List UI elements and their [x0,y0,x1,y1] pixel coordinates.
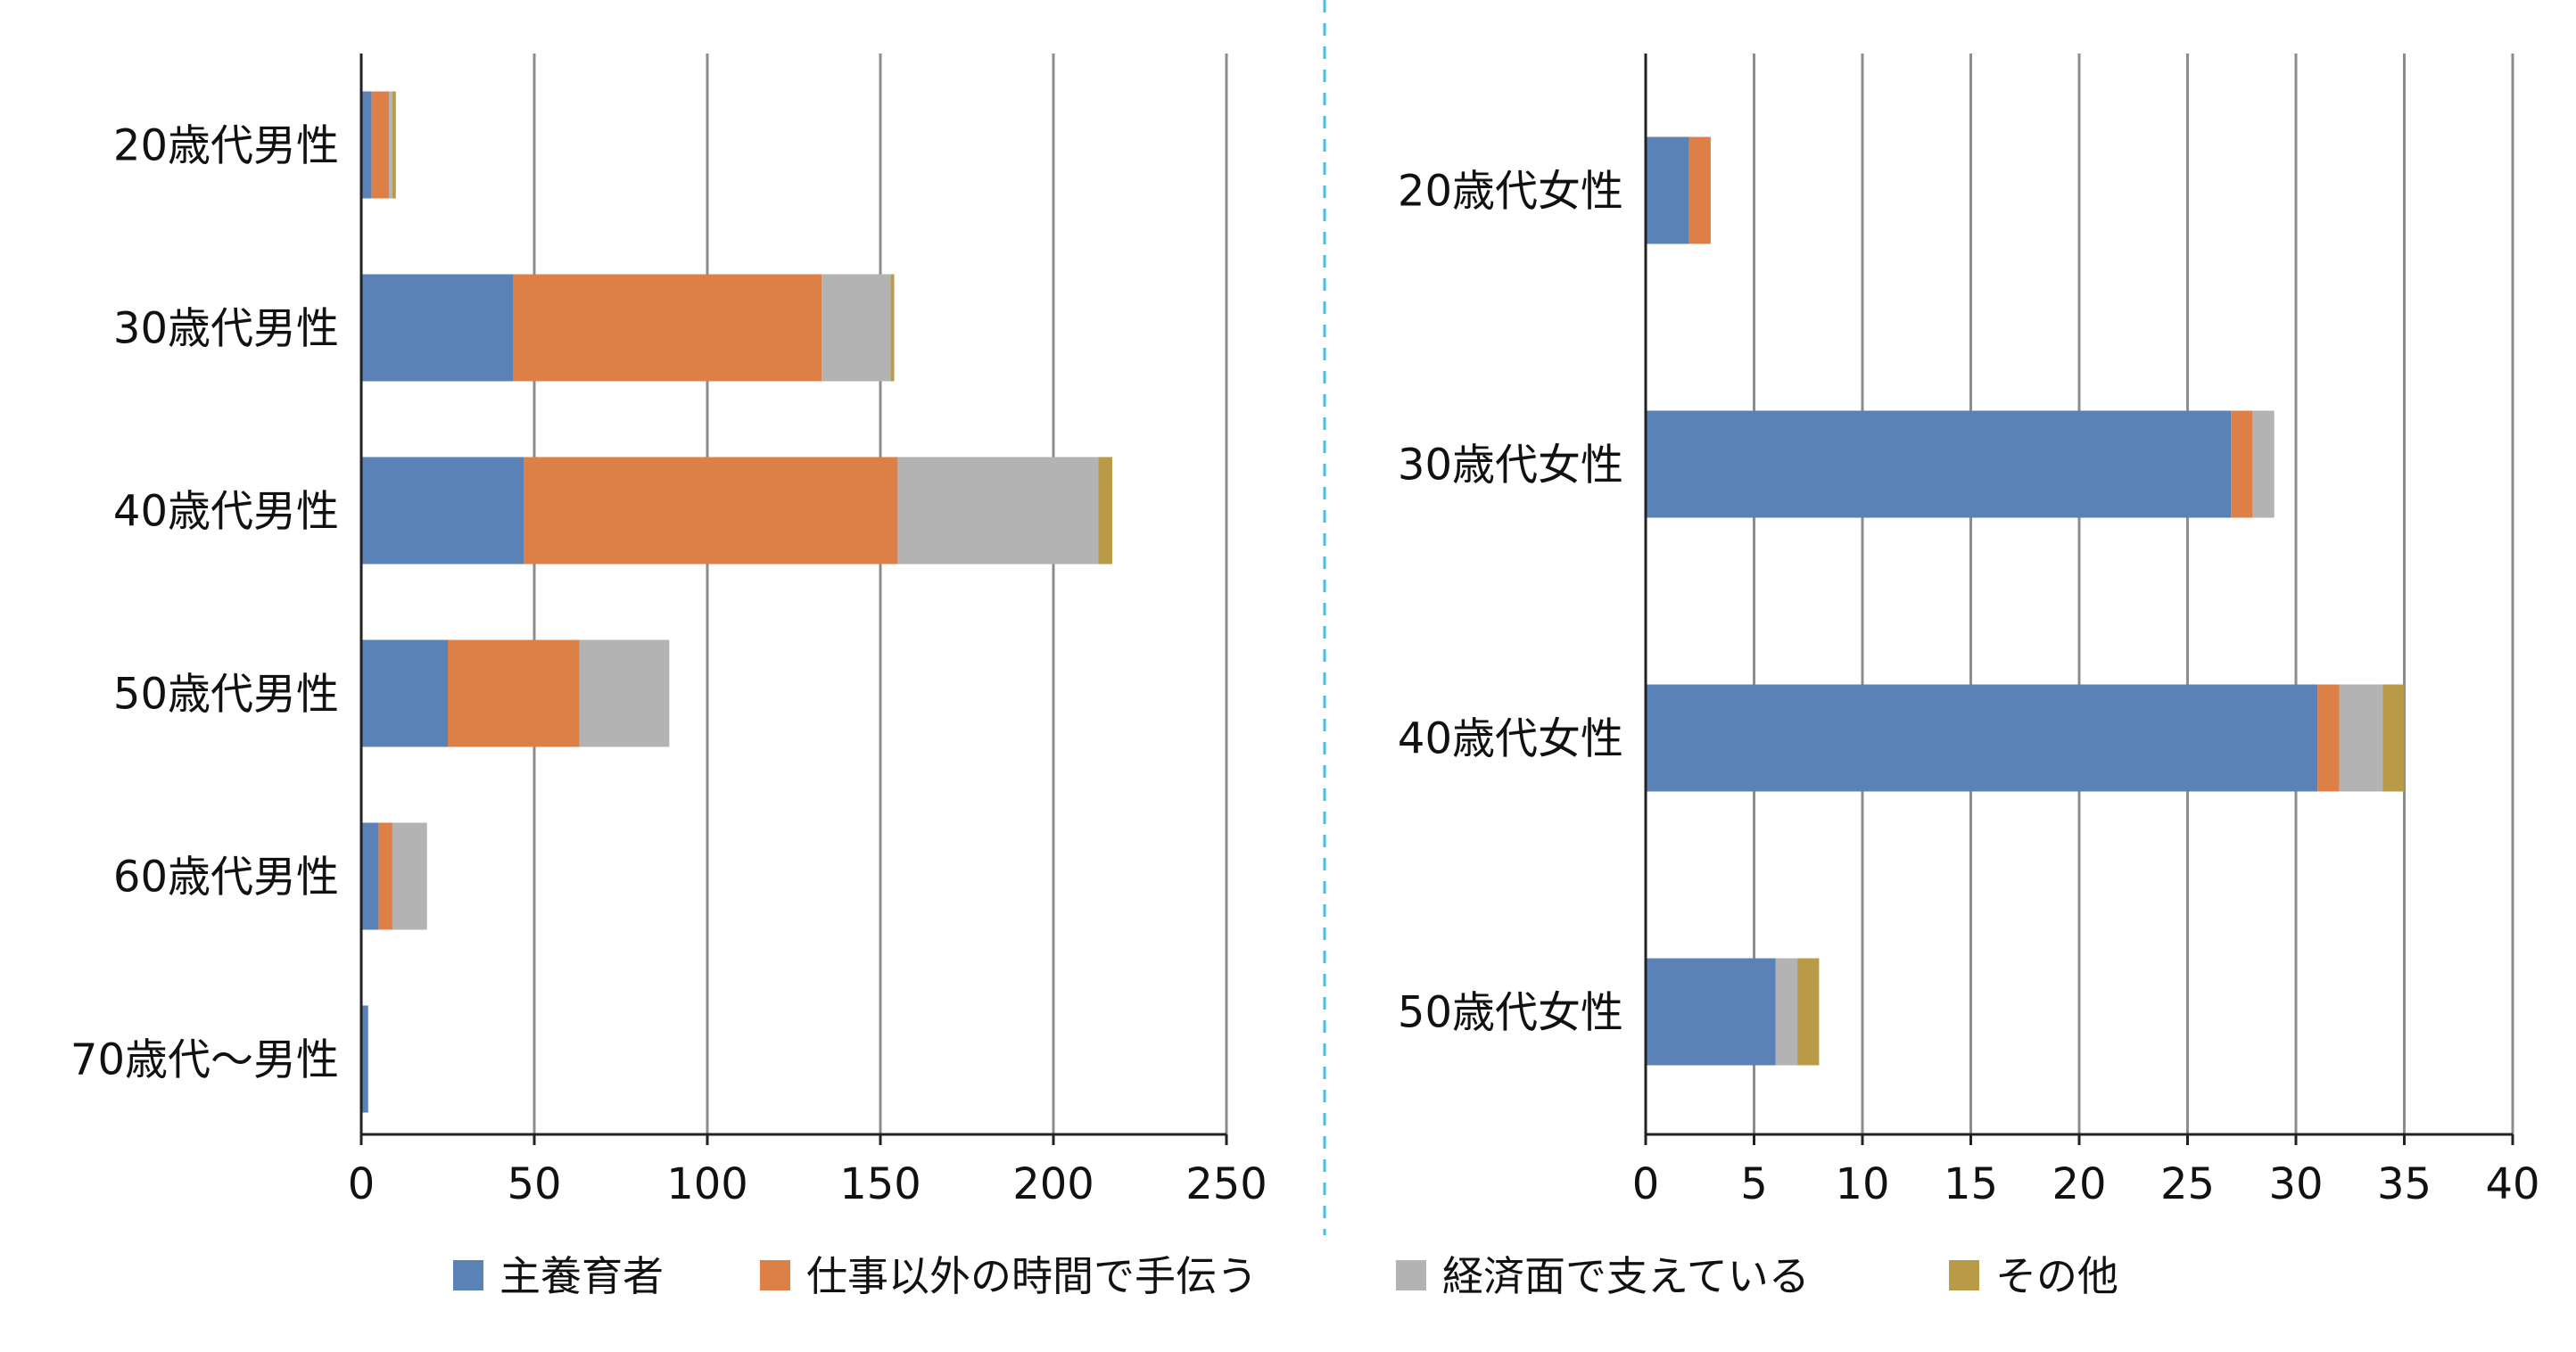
bar-segment-male-1-2 [822,274,891,382]
bar-segment-male-4-0 [361,822,379,930]
bar-segment-male-4-1 [378,822,392,930]
x-tick-label: 40 [2485,1159,2539,1209]
bar-segment-male-5-0 [361,1005,368,1113]
x-tick-label: 20 [2052,1159,2106,1209]
bar-segment-female-2-1 [2317,684,2340,792]
bar-segment-male-2-3 [1098,457,1112,565]
category-label: 70歳代～男性 [70,1035,339,1085]
x-tick-label: 200 [1012,1159,1094,1209]
bar-segment-female-3-3 [1797,958,1820,1066]
category-label: 40歳代女性 [1398,714,1623,764]
legend-swatch [453,1260,483,1290]
x-tick-label: 150 [839,1159,921,1209]
bar-segment-male-1-1 [513,274,822,382]
bar-segment-female-2-3 [2382,684,2405,792]
bar-segment-female-1-1 [2231,410,2253,518]
bar-segment-male-3-1 [448,639,580,747]
left-chart-male: 0 50 100 150 200 250 20歳代男性 30歳代男性 40歳代男性 50歳代男性 6… [70,54,1267,1209]
bar-segment-male-2-0 [361,457,524,565]
bar-segment-male-0-3 [392,91,396,199]
category-label: 20歳代女性 [1398,167,1623,217]
x-tick-label: 50 [507,1159,561,1209]
x-tick-label: 30 [2268,1159,2323,1209]
category-label: 30歳代女性 [1398,441,1623,491]
bar-segment-male-1-0 [361,274,514,382]
x-tick-label: 15 [1944,1159,1998,1209]
bar-segment-female-1-2 [2252,410,2275,518]
bar-segment-female-0-0 [1646,136,1689,244]
bar-segment-male-0-0 [361,91,372,199]
bar-segment-male-2-1 [524,457,898,565]
bar-segment-male-2-2 [897,457,1099,565]
x-tick-label: 5 [1740,1159,1768,1209]
x-tick-label: 0 [1632,1159,1660,1209]
x-tick-label: 35 [2377,1159,2432,1209]
bar-segment-male-1-3 [890,274,895,382]
bar-segment-female-1-0 [1646,410,2232,518]
category-label: 60歳代男性 [113,853,339,903]
bar-segment-male-0-2 [389,91,392,199]
category-label: 40歳代男性 [113,487,339,537]
bar-segment-male-4-2 [392,822,427,930]
legend-label: 仕事以外の時間で手伝う [806,1252,1258,1300]
bar-segment-male-0-1 [371,91,390,199]
bar-segment-male-3-2 [579,639,670,747]
legend-label: 経済面で支えている [1442,1252,1810,1300]
x-tick-label: 25 [2160,1159,2215,1209]
bar-segment-female-0-1 [1688,136,1711,244]
x-tick-label: 250 [1185,1159,1267,1209]
category-label: 50歳代男性 [113,670,339,720]
bar-segment-male-3-0 [361,639,448,747]
legend-swatch [1949,1260,1979,1290]
right-chart-female: 0 5 10 15 20 25 30 35 40 20歳代女性 30歳代女性 40歳代女性 50歳代女性 [1398,54,2540,1209]
bar-segment-female-2-0 [1646,684,2318,792]
category-label: 30歳代男性 [113,304,339,354]
bar-segment-female-3-2 [1775,958,1798,1066]
category-label: 50歳代女性 [1398,988,1623,1038]
legend-swatch [760,1260,790,1290]
bar-segment-female-3-0 [1646,958,1776,1066]
legend-label: 主養育者 [500,1252,664,1300]
legend-label: その他 [1995,1252,2118,1300]
bar-segment-female-2-2 [2339,684,2383,792]
x-tick-label: 100 [666,1159,748,1209]
x-tick-label: 0 [348,1159,376,1209]
legend-swatch [1396,1260,1426,1290]
legend: 主養育者 仕事以外の時間で手伝う 経済面で支えている その他 [453,1252,2118,1300]
category-label: 20歳代男性 [113,121,339,171]
x-tick-label: 10 [1835,1159,1889,1209]
